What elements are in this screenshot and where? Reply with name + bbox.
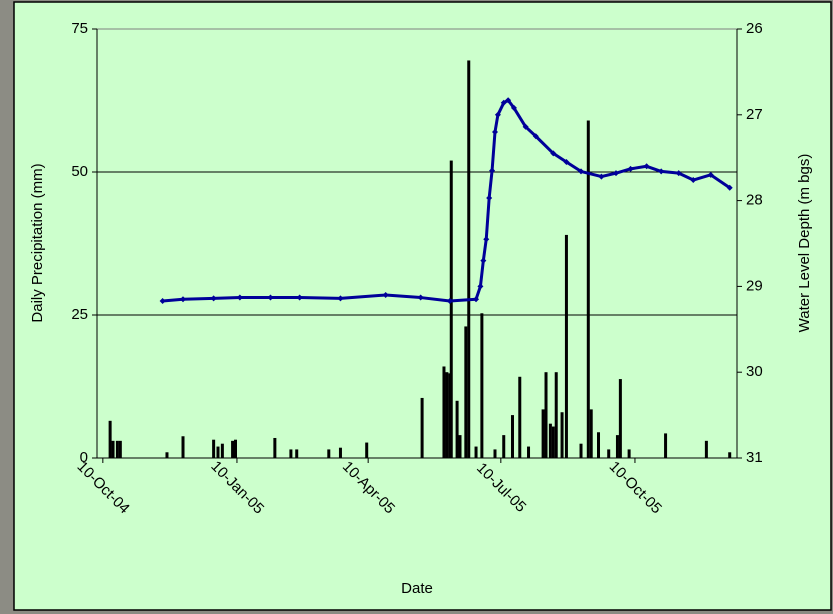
precipitation-bar (442, 366, 445, 458)
precipitation-bar (421, 398, 424, 458)
precipitation-bar (212, 440, 215, 458)
precipitation-bar (561, 412, 564, 458)
y-axis-label: Daily Precipitation (mm) (29, 163, 46, 322)
precipitation-bar (119, 441, 122, 458)
precipitation-bar (628, 449, 631, 458)
precipitation-bar (607, 449, 610, 458)
precipitation-bar (273, 438, 276, 458)
precipitation-bar (450, 161, 453, 458)
precipitation-bar (511, 415, 514, 458)
precipitation-bar (339, 448, 342, 458)
y2-tick-label: 31 (746, 449, 763, 466)
precipitation-bar (112, 441, 115, 458)
y-tick-label: 25 (71, 306, 88, 323)
precipitation-bar (587, 121, 590, 458)
y2-tick-label: 30 (746, 363, 763, 380)
precipitation-bar (464, 326, 467, 458)
precipitation-bar (221, 444, 224, 458)
precipitation-bar (527, 447, 530, 458)
precipitation-bar (552, 427, 555, 458)
precipitation-bar (289, 449, 292, 458)
page: Daily Precipitation (mm) Water Level Dep… (0, 0, 833, 614)
precipitation-bar (467, 60, 470, 458)
y2-axis-label: Water Level Depth (m bgs) (796, 154, 813, 333)
y-tick-label: 50 (71, 163, 88, 180)
precipitation-bar (705, 441, 708, 458)
y2-tick-label: 26 (746, 20, 763, 37)
precipitation-bar (445, 372, 448, 458)
precipitation-bar (616, 435, 619, 458)
precipitation-bar (555, 372, 558, 458)
y2-tick-label: 29 (746, 277, 763, 294)
precipitation-bar (475, 447, 478, 458)
y2-tick-label: 27 (746, 106, 763, 123)
precipitation-bar (549, 424, 552, 458)
precipitation-bar (456, 401, 459, 458)
precipitation-bar (597, 432, 600, 458)
precipitation-bar (116, 441, 119, 458)
precipitation-bar (545, 372, 548, 458)
precipitation-bar (565, 235, 568, 458)
precipitation-bar (217, 447, 220, 458)
precipitation-bar (502, 435, 505, 458)
precipitation-bar (728, 452, 731, 458)
x-axis-label: Date (401, 580, 433, 597)
precipitation-bar (234, 440, 237, 458)
precipitation-bar (327, 449, 330, 458)
precipitation-bar (459, 435, 462, 458)
precipitation-bar (365, 443, 368, 458)
chart: Daily Precipitation (mm) Water Level Dep… (0, 0, 833, 614)
precipitation-bar (182, 436, 185, 458)
precipitation-bar (231, 441, 234, 458)
precipitation-bar (542, 409, 545, 458)
precipitation-bar (580, 444, 583, 458)
precipitation-bar (480, 313, 483, 458)
precipitation-bar (295, 449, 298, 458)
precipitation-bar (664, 433, 667, 458)
precipitation-bar (109, 421, 112, 458)
precipitation-bar (590, 409, 593, 458)
precipitation-bar (518, 377, 521, 458)
precipitation-bar (619, 379, 622, 458)
precipitation-bar (165, 452, 168, 458)
plot-area (97, 29, 737, 458)
precipitation-bar (493, 449, 496, 458)
y-tick-label: 75 (71, 20, 88, 37)
y2-tick-label: 28 (746, 192, 763, 209)
